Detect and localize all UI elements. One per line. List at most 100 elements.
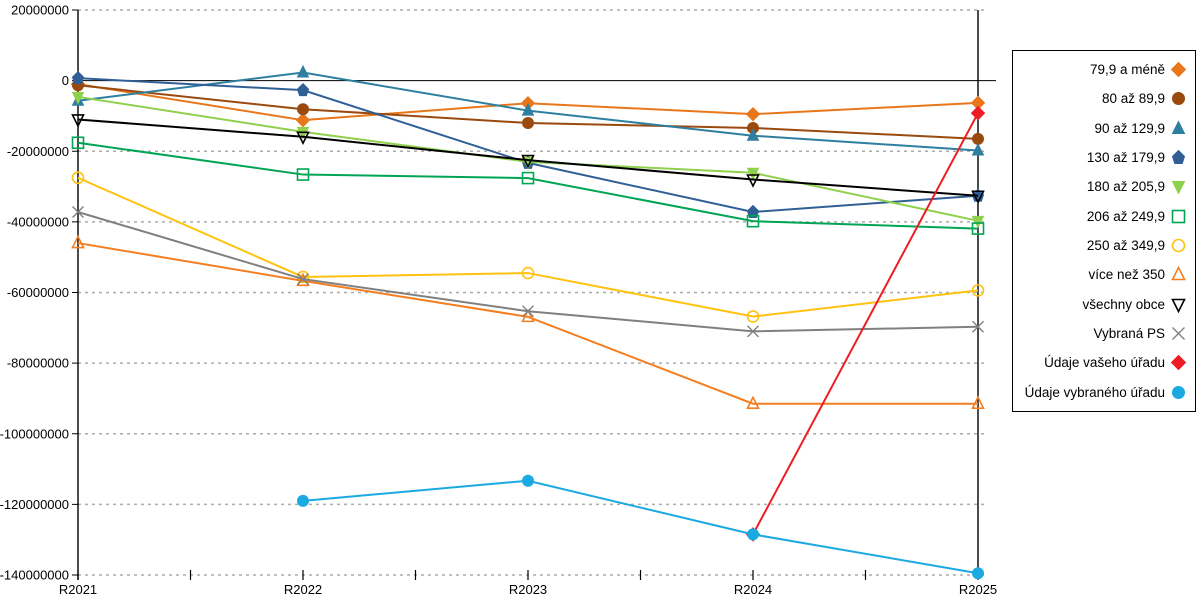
y-axis-tick-label: -60000000 — [7, 285, 69, 300]
x-axis-tick-label: R2025 — [959, 582, 997, 597]
x-marker-icon — [747, 325, 759, 338]
circle-marker-icon — [522, 117, 534, 129]
square-marker-icon — [521, 171, 535, 185]
triangle-up-marker-icon — [746, 128, 760, 141]
triangle-up-marker-icon — [971, 142, 985, 156]
legend-item-label: Údaje vašeho úřadu — [1044, 355, 1165, 371]
series-10 — [72, 205, 984, 338]
x-marker-icon — [1172, 327, 1185, 341]
circle-marker-icon — [971, 284, 985, 297]
series-7 — [71, 171, 985, 323]
triangle-down-marker-icon — [1171, 181, 1186, 196]
legend-item: 79,9 a méně — [1017, 58, 1187, 82]
triangle-up-marker-icon — [71, 234, 85, 249]
square-marker-icon — [1171, 209, 1186, 224]
y-axis-tick-label: -100000000 — [0, 426, 69, 441]
series-line — [77, 176, 979, 318]
triangle-down-marker-icon — [746, 174, 760, 188]
legend-item: 130 až 179,9 — [1017, 146, 1187, 170]
circle-marker-icon — [1172, 92, 1185, 106]
pentagon-legend-marker-icon — [1171, 149, 1186, 165]
legend-item-label: všechny obce — [1082, 296, 1165, 312]
diamond-marker-icon — [1170, 355, 1187, 371]
legend-item-label: 250 až 349,9 — [1086, 238, 1165, 254]
circle-legend-marker-icon — [1172, 385, 1185, 399]
x-axis-tick-label: R2023 — [509, 582, 547, 597]
circle-legend-marker-icon — [1171, 238, 1186, 253]
circle-marker-icon — [746, 310, 760, 323]
x-axis-tick-label: R2024 — [734, 582, 772, 597]
series-line — [77, 141, 979, 230]
diamond-legend-marker-icon — [1170, 61, 1187, 78]
y-axis-tick-label: -20000000 — [7, 144, 69, 159]
pentagon-marker-icon — [746, 204, 760, 218]
pentagon-marker-icon — [71, 70, 85, 85]
square-marker-icon — [71, 136, 85, 150]
x-marker-icon — [72, 205, 84, 218]
series-3 — [71, 64, 985, 156]
series-line — [302, 479, 979, 575]
square-marker-icon — [971, 222, 985, 235]
circle-marker-icon — [297, 103, 309, 116]
circle-legend-marker-icon — [1172, 92, 1185, 106]
triangle-up-marker-icon — [971, 395, 985, 410]
triangle-up-legend-marker-icon — [1171, 266, 1186, 281]
x-axis-tick-label: R2021 — [59, 582, 97, 597]
triangle-down-marker-icon — [971, 215, 985, 229]
legend-item: všechny obce — [1017, 292, 1187, 316]
circle-marker-icon — [521, 266, 535, 280]
series-line — [77, 211, 979, 333]
circle-marker-icon — [1172, 385, 1185, 399]
chart-legend: 79,9 a méně 80 až 89,9 90 až 129,9 130 až 1… — [1012, 50, 1196, 412]
series-9 — [71, 114, 985, 205]
diamond-marker-icon — [745, 106, 761, 122]
y-axis-tick-label: -40000000 — [7, 214, 69, 229]
y-axis-tick-label: 0 — [62, 73, 69, 88]
triangle-down-marker-icon — [71, 91, 85, 105]
triangle-up-marker-icon — [521, 103, 535, 116]
legend-item-label: 206 až 249,9 — [1086, 208, 1165, 224]
diamond-marker-icon — [970, 105, 986, 121]
legend-item: 90 až 129,9 — [1017, 116, 1187, 140]
x-marker-icon — [522, 305, 534, 318]
legend-item: Údaje vašeho úřadu — [1017, 351, 1187, 375]
y-axis-tick-label: 20000000 — [11, 3, 69, 18]
series-4 — [71, 70, 985, 218]
circle-marker-icon — [71, 171, 85, 185]
x-legend-marker-icon — [1172, 327, 1185, 341]
series-line — [77, 242, 978, 405]
square-legend-marker-icon — [1171, 209, 1186, 224]
legend-item-label: více než 350 — [1088, 267, 1165, 283]
diamond-legend-marker-icon — [1170, 355, 1187, 371]
triangle-down-marker-icon — [1171, 298, 1186, 313]
x-marker-icon — [972, 320, 984, 333]
series-11 — [745, 105, 986, 542]
legend-item: 250 až 349,9 — [1017, 234, 1187, 258]
triangle-down-legend-marker-icon — [1171, 298, 1186, 313]
legend-item-label: 90 až 129,9 — [1094, 120, 1165, 136]
diamond-marker-icon — [295, 112, 311, 128]
pentagon-marker-icon — [1171, 149, 1186, 165]
triangle-up-marker-icon — [521, 308, 535, 323]
legend-item-label: Vybraná PS — [1093, 326, 1165, 342]
x-marker-icon — [297, 273, 309, 286]
series-2 — [72, 79, 984, 145]
legend-item-label: 79,9 a méně — [1089, 62, 1165, 78]
triangle-down-marker-icon — [971, 190, 985, 205]
legend-item-label: Údaje vybraného úřadu — [1024, 384, 1165, 400]
legend-item: 80 až 89,9 — [1017, 87, 1187, 111]
circle-marker-icon — [972, 132, 984, 145]
y-axis-tick-label: -140000000 — [0, 568, 69, 583]
circle-marker-icon — [747, 528, 759, 541]
y-axis-tick-label: -80000000 — [7, 356, 69, 371]
pentagon-marker-icon — [296, 82, 310, 97]
legend-item-label: 80 až 89,9 — [1101, 91, 1165, 107]
triangle-up-legend-marker-icon — [1171, 120, 1186, 134]
triangle-up-marker-icon — [1171, 120, 1186, 134]
legend-item-label: 130 až 179,9 — [1086, 150, 1165, 166]
series-line — [752, 112, 979, 535]
triangle-up-marker-icon — [1171, 266, 1186, 281]
triangle-down-legend-marker-icon — [1171, 181, 1186, 196]
triangle-up-marker-icon — [296, 64, 310, 78]
